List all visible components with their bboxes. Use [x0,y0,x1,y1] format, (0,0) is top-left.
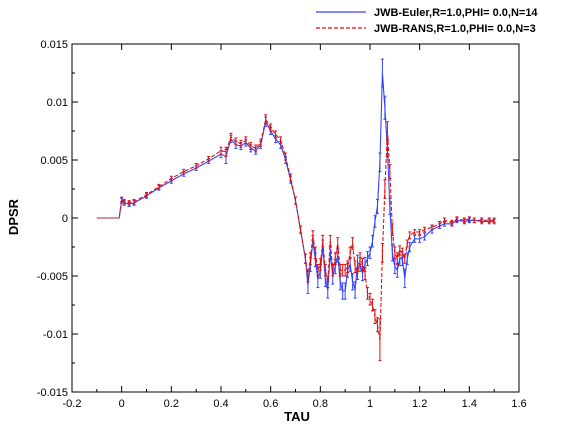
y-tick-label: 0.01 [47,97,68,109]
series-layer [96,58,496,362]
y-axis-title: DPSR [6,198,21,235]
y-tick-label: -0.01 [43,329,68,341]
x-tick-label: -0.2 [63,398,82,410]
series-0 [96,58,496,300]
x-tick-label: 0.8 [313,398,328,410]
series-1 [96,114,496,362]
x-tick-label: 1.4 [462,398,477,410]
x-axis-title: TAU [284,409,310,424]
x-tick-label: 1.6 [511,398,526,410]
series-line [96,117,495,340]
y-tick-label: 0.015 [40,39,68,51]
y-tick-label: 0.005 [40,155,68,167]
y-tick-label: -0.005 [37,271,68,283]
x-tick-label: 0.2 [164,398,179,410]
series-line [96,72,495,292]
x-tick-label: 0.4 [213,398,228,410]
legend: JWB-Euler,R=1.0,PHI= 0.0,N=14 JWB-RANS,R=… [316,7,538,35]
y-tick-label: -0.015 [37,387,68,399]
x-tick-label: 1 [367,398,373,410]
plot-frame [71,43,520,393]
y-tick-label: 0 [62,213,68,225]
x-tick-label: 0.6 [263,398,278,410]
x-tick-label: 1.2 [412,398,427,410]
axes-layer: -0.2 0 0.2 0.4 0.6 0.8 1 1.2 1.4 1.6 -0.015 -0.01 -0… [37,39,527,410]
legend-entry-label: JWB-RANS,R=1.0,PHI= 0.0,N=3 [374,23,536,35]
x-tick-label: 0 [119,398,125,410]
legend-entry-label: JWB-Euler,R=1.0,PHI= 0.0,N=14 [374,7,538,19]
